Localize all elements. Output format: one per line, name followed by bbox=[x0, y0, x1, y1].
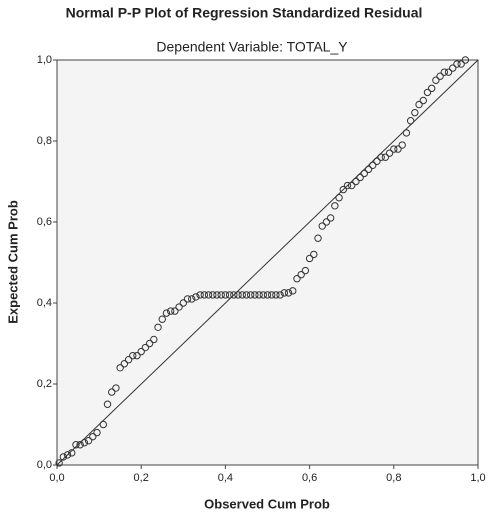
chart-title: Normal P-P Plot of Regression Standardiz… bbox=[66, 5, 423, 21]
x-tick-label: 0,2 bbox=[134, 472, 149, 484]
y-tick-label: 0,4 bbox=[37, 297, 52, 309]
x-tick-label: 0,8 bbox=[386, 472, 401, 484]
chart: Normal P-P Plot of Regression Standardiz… bbox=[0, 0, 488, 514]
chart-subtitle: Dependent Variable: TOTAL_Y bbox=[156, 39, 348, 55]
y-tick-label: 0,6 bbox=[37, 216, 52, 228]
x-tick-label: 1,0 bbox=[470, 472, 485, 484]
x-tick-label: 0,6 bbox=[302, 472, 317, 484]
x-tick-label: 0,4 bbox=[218, 472, 233, 484]
x-axis-label: Observed Cum Prob bbox=[204, 496, 330, 511]
y-tick-label: 1,0 bbox=[37, 54, 52, 66]
x-tick-label: 0,0 bbox=[49, 472, 64, 484]
y-tick-label: 0,2 bbox=[37, 378, 52, 390]
y-axis-label: Expected Cum Prob bbox=[5, 200, 20, 324]
y-tick-label: 0,0 bbox=[37, 459, 52, 471]
y-tick-label: 0,8 bbox=[37, 135, 52, 147]
